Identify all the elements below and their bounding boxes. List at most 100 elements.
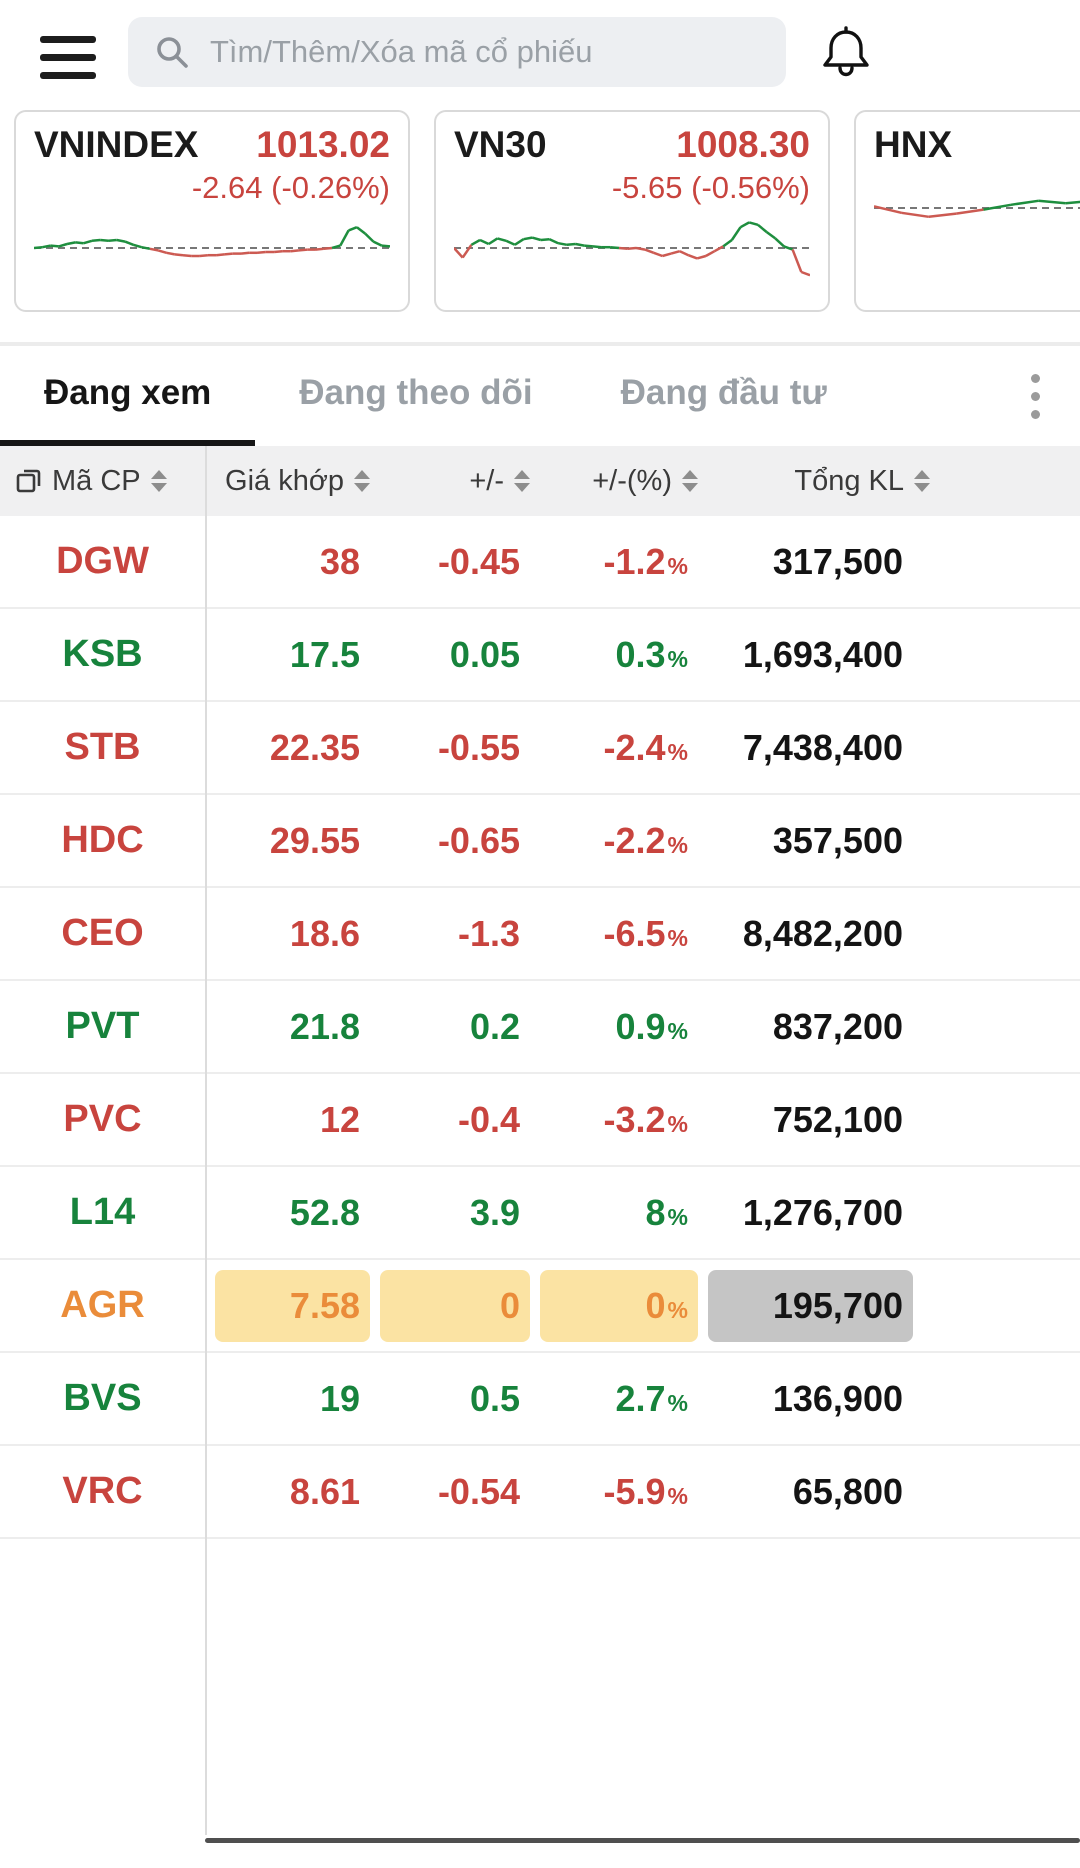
search-icon	[154, 34, 190, 70]
stock-symbol: PVT	[65, 1005, 140, 1047]
index-value: 1008.30	[676, 124, 810, 165]
matched-price: 38	[319, 540, 360, 582]
total-volume: 65,800	[792, 1470, 903, 1512]
matched-price: 52.8	[289, 1191, 360, 1233]
matched-price: 8.61	[289, 1470, 360, 1512]
tab-dang-xem[interactable]: Đang xem	[0, 346, 256, 446]
price-change: -1.3	[457, 912, 520, 954]
table-row[interactable]: HDC 29.55 -0.65 -2.2% 357,500	[0, 795, 1080, 888]
fixed-column-divider	[205, 446, 207, 1835]
search-input[interactable]	[210, 34, 766, 70]
table-row[interactable]: PVC 12 -0.4 -3.2% 752,100	[0, 1074, 1080, 1167]
total-volume: 7,438,400	[742, 726, 903, 768]
index-name: VN30	[454, 124, 547, 165]
total-volume: 357,500	[772, 819, 903, 861]
price-change-percent: -6.5%	[603, 912, 689, 954]
index-change: -5.65 (-0.56%)	[611, 170, 810, 205]
total-volume: 136,900	[772, 1377, 903, 1419]
stock-symbol: PVC	[63, 1098, 142, 1140]
price-change: -0.45	[437, 540, 520, 582]
watchlist-tabs: Đang xem Đang theo dõi Đang đầu tư	[0, 346, 1080, 446]
matched-price: 17.5	[289, 633, 360, 675]
stock-table: Mã CP Giá khớp +/- +/-(%) Tổng KL DGW 38…	[0, 446, 1080, 1861]
total-volume: 752,100	[772, 1098, 903, 1140]
column-label: Tổng KL	[794, 464, 904, 497]
index-card[interactable]: HNX	[854, 110, 1080, 312]
table-row[interactable]: AGR 7.58 0 0% 195,700	[0, 1260, 1080, 1353]
table-row[interactable]: DGW 38 -0.45 -1.2% 317,500	[0, 516, 1080, 609]
price-change: 0.5	[469, 1377, 520, 1419]
total-volume: 1,276,700	[742, 1191, 903, 1233]
stock-symbol: KSB	[62, 633, 143, 675]
section-divider	[0, 342, 1080, 346]
column-header-total-volume[interactable]: Tổng KL	[698, 465, 930, 498]
price-change-percent: 2.7%	[615, 1377, 689, 1419]
matched-price: 18.6	[289, 912, 360, 954]
matched-price: 21.8	[289, 1005, 360, 1047]
index-change: -2.64 (-0.26%)	[191, 170, 390, 205]
index-cards-strip: VNINDEX 1013.02 -2.64 (-0.26%) VN30 1008…	[0, 110, 1080, 312]
table-row[interactable]: CEO 18.6 -1.3 -6.5% 8,482,200	[0, 888, 1080, 981]
total-volume: 1,693,400	[742, 633, 903, 675]
table-row[interactable]: VRC 8.61 -0.54 -5.9% 65,800	[0, 1446, 1080, 1539]
column-header-change-percent[interactable]: +/-(%)	[530, 465, 698, 498]
price-change: -0.65	[437, 819, 520, 861]
column-label: Mã CP	[52, 464, 141, 497]
column-header-symbol[interactable]: Mã CP	[0, 465, 205, 498]
table-header-row: Mã CP Giá khớp +/- +/-(%) Tổng KL	[0, 446, 1080, 516]
table-row[interactable]: L14 52.8 3.9 8% 1,276,700	[0, 1167, 1080, 1260]
index-card[interactable]: VNINDEX 1013.02 -2.64 (-0.26%)	[14, 110, 410, 312]
price-change-percent: 0%	[540, 1269, 698, 1342]
matched-price: 22.35	[269, 726, 360, 768]
index-name: HNX	[874, 124, 953, 165]
price-change: 0.2	[469, 1005, 520, 1047]
price-change-percent: 0.9%	[615, 1005, 689, 1047]
more-options-icon[interactable]	[1031, 346, 1040, 446]
total-volume: 195,700	[708, 1269, 913, 1342]
column-header-matched-price[interactable]: Giá khớp	[205, 465, 370, 498]
price-change: 0.05	[449, 633, 520, 675]
index-value: 1013.02	[256, 124, 390, 165]
index-sparkline-chart	[34, 226, 390, 258]
price-change-percent: 0.3%	[615, 633, 689, 675]
matched-price: 7.58	[215, 1269, 370, 1342]
tab-dang-theo-doi[interactable]: Đang theo dõi	[299, 373, 533, 412]
price-change: -0.55	[437, 726, 520, 768]
price-change: -0.54	[437, 1470, 520, 1512]
price-change-percent: -3.2%	[603, 1098, 689, 1140]
stock-symbol: VRC	[62, 1470, 143, 1512]
horizontal-scrollbar[interactable]	[205, 1838, 1080, 1843]
price-change: 0	[380, 1269, 530, 1342]
price-change-percent: -2.4%	[603, 726, 689, 768]
stock-table-body: DGW 38 -0.45 -1.2% 317,500 KSB 17.5 0.05…	[0, 516, 1080, 1539]
price-change-percent: 8%	[645, 1191, 688, 1233]
watchlist-edit-icon	[14, 466, 44, 496]
notification-bell-icon[interactable]	[820, 24, 872, 85]
table-row[interactable]: PVT 21.8 0.2 0.9% 837,200	[0, 981, 1080, 1074]
table-row[interactable]: KSB 17.5 0.05 0.3% 1,693,400	[0, 609, 1080, 702]
tab-dang-dau-tu[interactable]: Đang đầu tư	[620, 373, 827, 412]
index-sparkline-chart	[454, 221, 810, 277]
sort-icon	[914, 470, 930, 492]
top-bar	[0, 0, 1080, 104]
price-change-percent: -2.2%	[603, 819, 689, 861]
column-label: Giá khớp	[225, 464, 344, 497]
table-row[interactable]: STB 22.35 -0.55 -2.4% 7,438,400	[0, 702, 1080, 795]
price-change: 3.9	[469, 1191, 520, 1233]
column-header-change[interactable]: +/-	[370, 465, 530, 498]
sort-icon	[682, 470, 698, 492]
sort-icon	[150, 470, 167, 492]
total-volume: 317,500	[772, 540, 903, 582]
stock-symbol: STB	[64, 726, 141, 768]
index-card[interactable]: VN30 1008.30 -5.65 (-0.56%)	[434, 110, 830, 312]
table-row[interactable]: BVS 19 0.5 2.7% 136,900	[0, 1353, 1080, 1446]
stock-symbol: DGW	[56, 540, 149, 582]
hamburger-menu-icon[interactable]	[40, 36, 96, 79]
price-change-percent: -1.2%	[603, 540, 689, 582]
search-box[interactable]	[128, 17, 786, 87]
matched-price: 19	[319, 1377, 360, 1419]
matched-price: 12	[319, 1098, 360, 1140]
index-sparkline-chart	[874, 199, 1080, 219]
column-label: +/-	[469, 464, 504, 497]
price-change-percent: -5.9%	[603, 1470, 689, 1512]
